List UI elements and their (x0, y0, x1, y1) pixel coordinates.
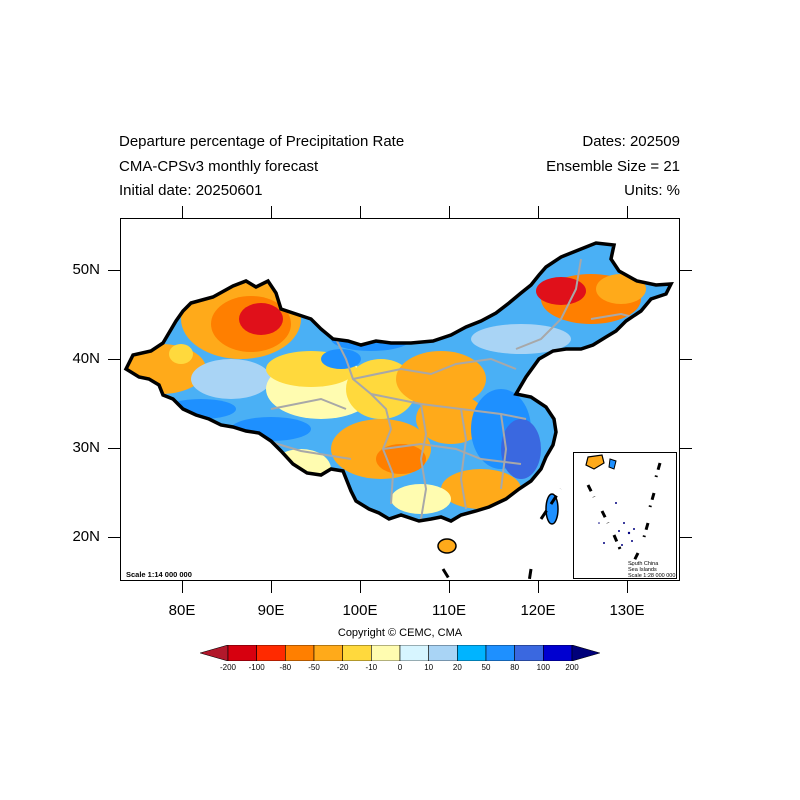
tick (182, 581, 183, 593)
tick (108, 270, 120, 271)
tick (538, 206, 539, 218)
colorbar-bin (371, 645, 401, 661)
lon-label-120e: 120E (520, 602, 556, 619)
lat-label-30n: 30N (72, 439, 100, 456)
colorbar-arrow-low (200, 645, 229, 661)
tick (627, 206, 628, 218)
tick (271, 206, 272, 218)
tick (360, 581, 361, 593)
map-plot-area (120, 218, 680, 581)
tick (360, 206, 361, 218)
colorbar-bin (514, 645, 544, 661)
colorbar-label: -20 (336, 663, 349, 672)
tick (108, 537, 120, 538)
colorbar-bin (256, 645, 286, 661)
colorbar-label: 80 (510, 663, 520, 672)
ensemble-size: Ensemble Size = 21 (546, 158, 680, 175)
main-map-scale: Scale 1:14 000 000 (126, 570, 192, 579)
colorbar-label: -50 (308, 663, 320, 672)
lat-label-20n: 20N (72, 528, 100, 545)
colorbar (200, 645, 600, 661)
lon-label-130e: 130E (609, 602, 645, 619)
south-china-sea-inset: South China Sea Islands Scale 1:28 000 0… (573, 452, 677, 579)
colorbar-label: -10 (365, 663, 378, 672)
colorbar-label: 50 (481, 663, 491, 672)
colorbar-label: 100 (536, 663, 550, 672)
hainan-island (437, 538, 457, 554)
tick (680, 537, 692, 538)
tick (680, 270, 692, 271)
lon-label-90e: 90E (257, 602, 285, 619)
colorbar-bin (313, 645, 343, 661)
tick (108, 448, 120, 449)
colorbar-bin (485, 645, 515, 661)
colorbar-bin (227, 645, 257, 661)
tick (108, 359, 120, 360)
tick (182, 206, 183, 218)
colorbar-label: -80 (279, 663, 292, 672)
inset-title-1: South China (628, 561, 659, 567)
colorbar-bin (399, 645, 429, 661)
tick (680, 448, 692, 449)
tick (680, 359, 692, 360)
tick (538, 581, 539, 593)
lon-label-110e: 110E (432, 602, 466, 619)
inset-title-2: Sea Islands (628, 567, 657, 573)
tick (449, 206, 450, 218)
colorbar-bin (543, 645, 573, 661)
colorbar-label: 0 (397, 663, 403, 672)
copyright-notice: Copyright © CEMC, CMA (337, 627, 463, 639)
china-precip-map (124, 241, 673, 580)
colorbar-bin (457, 645, 487, 661)
colorbar-label: 20 (452, 663, 462, 672)
colorbar-label: 200 (565, 663, 579, 672)
lon-label-100e: 100E (342, 602, 378, 619)
inset-scale: Scale 1:28 000 000 (628, 573, 676, 579)
model-name: CMA-CPSv3 monthly forecast (119, 158, 319, 175)
colorbar-bin (285, 645, 315, 661)
tick (449, 581, 450, 593)
lon-label-80e: 80E (168, 602, 196, 619)
colorbar-arrow-high (571, 645, 600, 661)
lat-label-50n: 50N (72, 261, 100, 278)
tick (627, 581, 628, 593)
units-label: Units: % (624, 182, 680, 199)
colorbar-label: -200 (219, 663, 236, 672)
taiwan-island (545, 493, 559, 525)
lat-label-40n: 40N (72, 350, 100, 367)
forecast-dates: Dates: 202509 (582, 133, 680, 150)
initial-date: Initial date: 20250601 (119, 182, 263, 199)
map-title: Departure percentage of Precipitation Ra… (119, 133, 405, 150)
colorbar-bin (342, 645, 372, 661)
colorbar-bin (428, 645, 458, 661)
nine-dash-line (441, 488, 563, 580)
tick (271, 581, 272, 593)
colorbar-label: -100 (248, 663, 265, 672)
colorbar-label: 10 (424, 663, 434, 672)
inset-map (585, 454, 662, 566)
